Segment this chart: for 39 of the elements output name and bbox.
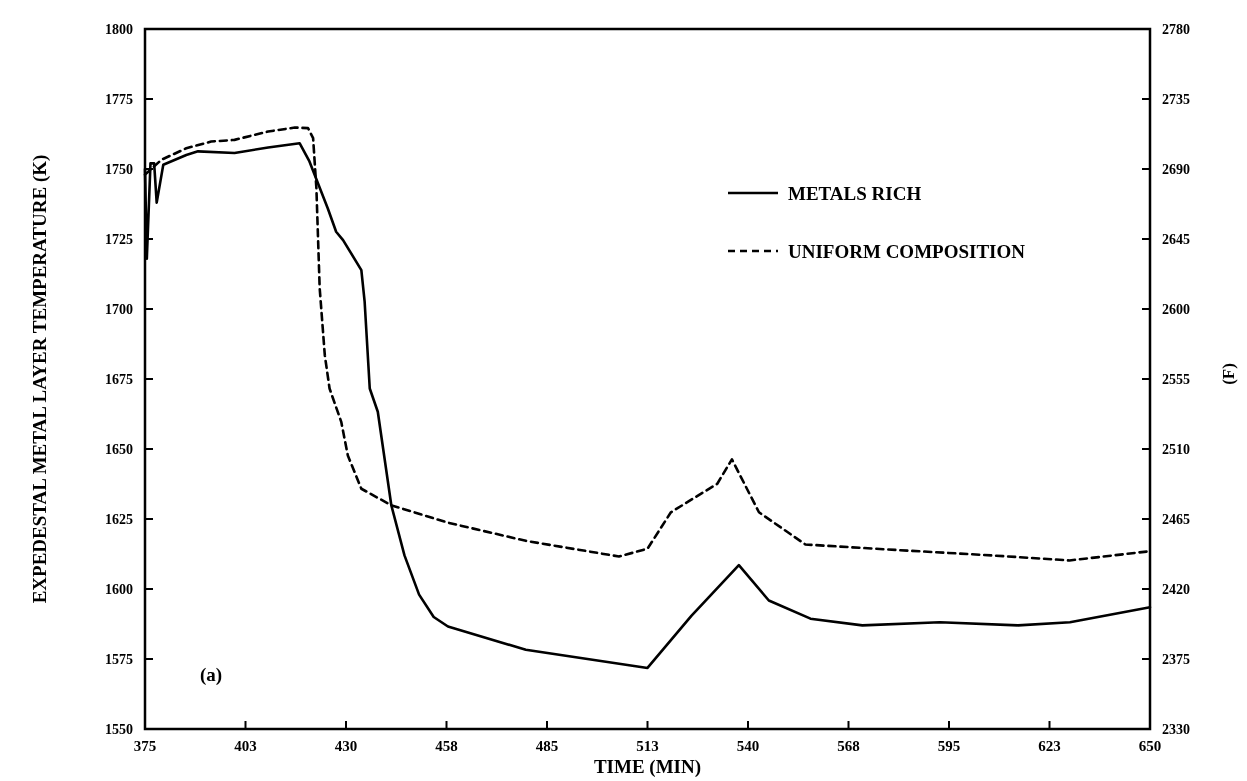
x-tick-label: 650 xyxy=(1138,738,1162,754)
x-tick-label: 513 xyxy=(636,738,659,754)
y2-tick-label: 2645 xyxy=(1162,232,1190,247)
x-tick-label: 568 xyxy=(837,738,860,754)
y2-tick-label: 2780 xyxy=(1162,22,1190,37)
y-tick-label: 1675 xyxy=(105,372,133,387)
y-tick-label: 1550 xyxy=(105,722,133,737)
y-tick-label: 1750 xyxy=(105,162,133,177)
y2-tick-label: 2510 xyxy=(1162,442,1190,457)
y2-tick-label: 2465 xyxy=(1162,512,1190,527)
legend-label: METALS RICH xyxy=(788,183,922,204)
y2-tick-label: 2420 xyxy=(1162,582,1190,597)
x-tick-label: 595 xyxy=(937,738,961,754)
x-tick-label: 430 xyxy=(334,738,358,754)
legend-label: UNIFORM COMPOSITION xyxy=(788,241,1026,262)
y-tick-label: 1800 xyxy=(105,22,133,37)
y-tick-label: 1725 xyxy=(105,232,133,247)
y-tick-label: 1700 xyxy=(105,302,133,317)
x-tick-label: 375 xyxy=(133,738,157,754)
y2-axis-title: (F) xyxy=(1219,363,1238,385)
y-tick-label: 1625 xyxy=(105,512,133,527)
x-tick-label: 485 xyxy=(535,738,559,754)
x-tick-label: 458 xyxy=(435,738,458,754)
x-axis-title: TIME (MIN) xyxy=(593,756,702,778)
y2-tick-label: 2375 xyxy=(1162,652,1190,667)
x-tick-label: 623 xyxy=(1038,738,1061,754)
y2-tick-label: 2555 xyxy=(1162,372,1190,387)
y-tick-label: 1775 xyxy=(105,92,133,107)
y2-tick-label: 2690 xyxy=(1162,162,1190,177)
x-tick-label: 403 xyxy=(234,738,257,754)
y2-tick-label: 2330 xyxy=(1162,722,1190,737)
y-axis-title: EXPEDESTAL METAL LAYER TEMPERATURE (K) xyxy=(29,154,51,604)
x-tick-label: 540 xyxy=(736,738,760,754)
y2-tick-label: 2735 xyxy=(1162,92,1190,107)
y2-tick-label: 2600 xyxy=(1162,302,1190,317)
y-tick-label: 1650 xyxy=(105,442,133,457)
y-tick-label: 1600 xyxy=(105,582,133,597)
y-tick-label: 1575 xyxy=(105,652,133,667)
annotation: (a) xyxy=(200,664,223,686)
